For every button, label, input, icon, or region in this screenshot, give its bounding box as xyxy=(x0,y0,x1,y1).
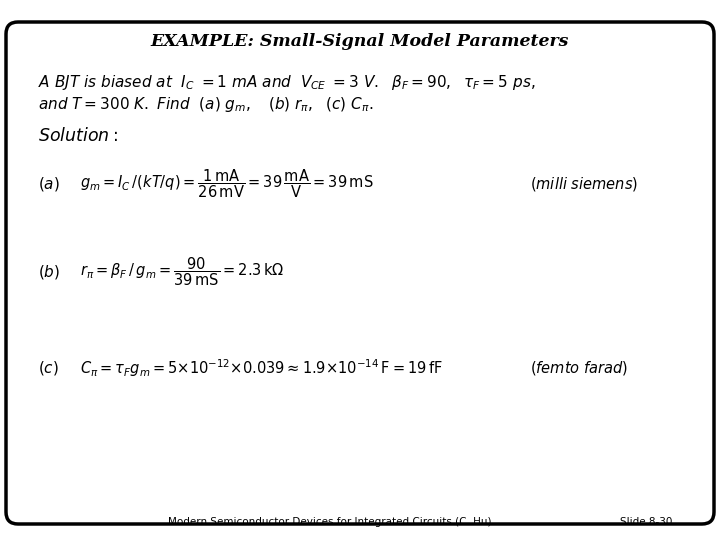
Text: $\it{(b)}$: $\it{(b)}$ xyxy=(38,263,60,281)
Text: $r_{\pi} = \beta_F\,/\,g_m = \dfrac{90}{39\,\mathrm{mS}} = 2.3\,\mathrm{k\Omega}: $r_{\pi} = \beta_F\,/\,g_m = \dfrac{90}{… xyxy=(80,256,284,288)
Text: $\it{and\ T = 300\ K.\ Find\ \ (a)\ }$$g_m$$\it{,\ \ \ (b)\ }$$r_\pi$$\it{,\ \ (: $\it{and\ T = 300\ K.\ Find\ \ (a)\ }$$g… xyxy=(38,96,374,114)
Text: $\mathit{(femto\ farad)}$: $\mathit{(femto\ farad)}$ xyxy=(530,359,629,377)
FancyBboxPatch shape xyxy=(6,22,714,524)
Text: $\it{(c)}$: $\it{(c)}$ xyxy=(38,359,59,377)
Text: $\bf{\it{Solution:}}$: $\bf{\it{Solution:}}$ xyxy=(38,127,118,145)
Text: Modern Semiconductor Devices for Integrated Circuits (C. Hu): Modern Semiconductor Devices for Integra… xyxy=(168,517,492,527)
Text: $\it{A\ BJT\ is\ biased\ at}$  $I_C$ $\it{= 1\ mA\ and}$  $V_{CE}$ $\it{= 3\ V.}: $\it{A\ BJT\ is\ biased\ at}$ $I_C$ $\it… xyxy=(38,73,536,92)
Text: $\it{(a)}$: $\it{(a)}$ xyxy=(38,175,60,193)
Text: $g_m = I_C\,/(kT/q) = \dfrac{1\,\mathrm{mA}}{26\,\mathrm{mV}} = 39\,\dfrac{\math: $g_m = I_C\,/(kT/q) = \dfrac{1\,\mathrm{… xyxy=(80,168,374,200)
Text: Slide 8-30: Slide 8-30 xyxy=(620,517,672,527)
Text: $C_{\pi} = \tau_F g_m = 5{\times}10^{-12}{\times}0.039 \approx 1.9{\times}10^{-1: $C_{\pi} = \tau_F g_m = 5{\times}10^{-12… xyxy=(80,357,443,379)
Text: $\mathit{(milli\ siemens)}$: $\mathit{(milli\ siemens)}$ xyxy=(530,175,638,193)
Text: EXAMPLE: Small-Signal Model Parameters: EXAMPLE: Small-Signal Model Parameters xyxy=(150,33,570,51)
